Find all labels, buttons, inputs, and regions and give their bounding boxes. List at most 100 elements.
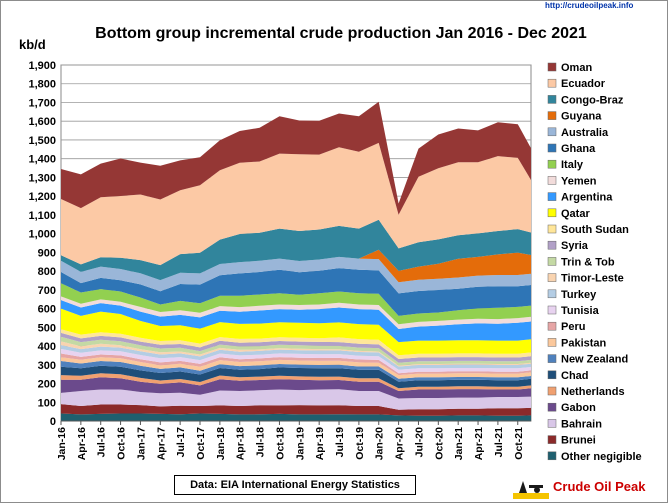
legend-label: South Sudan (561, 224, 629, 236)
legend-label: Brunei (561, 435, 596, 447)
x-tick-label: Jan-19 (294, 427, 306, 460)
legend-swatch (547, 176, 557, 185)
legend-label: Oman (561, 62, 592, 74)
y-tick-label: 1,700 (28, 97, 56, 109)
legend-label: Congo-Braz (561, 94, 624, 106)
y-tick-label: 1,400 (28, 154, 56, 166)
area-congo-braz (61, 219, 531, 281)
area-trin-tob (61, 336, 531, 366)
y-tick-label: 500 (38, 322, 56, 334)
y-tick-label: 1,200 (28, 191, 56, 203)
legend-label: Ghana (561, 143, 596, 155)
legend-swatch (547, 127, 557, 137)
y-tick-label: 100 (38, 397, 56, 409)
legend-swatch (547, 208, 557, 218)
legend-label: Yemen (561, 175, 597, 187)
legend-swatch (547, 451, 557, 461)
area-timor-leste (61, 341, 531, 367)
area-turkey (61, 345, 531, 370)
x-tick-label: Jan-18 (215, 427, 227, 460)
legend-swatch (547, 354, 557, 363)
legend-swatch (547, 192, 557, 201)
area-argentina (61, 300, 531, 343)
legend-swatch (547, 62, 557, 72)
legend-label: Peru (561, 321, 585, 333)
legend-label: Qatar (561, 208, 590, 220)
brand-url: http://crudeoilpeak.info (545, 1, 634, 10)
area-italy (61, 283, 531, 325)
legend-label: Trin & Tob (561, 256, 615, 268)
area-chad (61, 365, 531, 389)
legend-label: Italy (561, 159, 584, 171)
area-syria (61, 332, 531, 363)
legend-label: New Zealand (561, 354, 628, 366)
x-tick-label: Jul-18 (255, 427, 267, 458)
x-tick-label: Oct-19 (354, 427, 366, 460)
y-tick-label: 1,900 (28, 60, 56, 72)
legend-swatch (547, 78, 557, 88)
y-tick-label: 700 (38, 285, 56, 297)
x-tick-label: Jan-21 (453, 427, 465, 460)
area-oman (61, 101, 531, 215)
area-netherlands (61, 373, 531, 391)
legend-label: Timor-Leste (561, 273, 624, 285)
legend-swatch (547, 386, 557, 396)
area-ghana (61, 268, 531, 316)
area-ecuador (61, 142, 531, 266)
area-gabon (61, 377, 531, 399)
legend-swatch (547, 224, 557, 234)
oil-pump-logo-icon (513, 481, 549, 499)
area-tunisia (61, 348, 531, 374)
y-tick-label: 1,300 (28, 172, 56, 184)
area-brunei (61, 404, 531, 416)
legend-swatch (547, 338, 557, 347)
legend-label: Chad (561, 370, 589, 382)
area-australia (61, 256, 531, 294)
y-tick-label: 400 (38, 341, 56, 353)
x-tick-label: Jul-16 (96, 427, 108, 458)
area-qatar (61, 308, 531, 356)
y-tick-label: 200 (38, 379, 56, 391)
y-tick-label: 1,000 (28, 229, 56, 241)
legend-label: Pakistan (561, 337, 607, 349)
x-tick-label: Apr-20 (394, 427, 406, 460)
area-peru (61, 353, 531, 376)
x-tick-label: Oct-16 (116, 427, 128, 460)
x-tick-label: Oct-20 (433, 427, 445, 460)
area-other-negigible (61, 413, 531, 421)
legend-label: Syria (561, 240, 589, 252)
y-tick-label: 1,100 (28, 210, 56, 222)
x-tick-label: Jan-17 (135, 427, 147, 460)
brand-block: Crude Oil Peak (513, 469, 663, 499)
x-tick-label: Jan-16 (56, 427, 68, 460)
legend-swatch (547, 240, 557, 250)
x-tick-label: Apr-16 (76, 427, 88, 460)
x-tick-label: Oct-21 (513, 427, 525, 460)
legend-swatch (547, 111, 557, 120)
legend-label: Gabon (561, 402, 596, 414)
x-tick-label: Jan-20 (374, 427, 386, 460)
x-tick-label: Jul-21 (493, 427, 505, 458)
x-tick-label: Oct-17 (195, 427, 207, 460)
y-tick-label: 300 (38, 360, 56, 372)
legend-swatch (547, 419, 557, 428)
x-tick-label: Jul-19 (334, 427, 346, 458)
legend-swatch (547, 289, 557, 299)
area-south-sudan (61, 329, 531, 359)
legend-label: Guyana (561, 111, 602, 123)
legend-swatch (547, 257, 557, 266)
y-tick-label: 800 (38, 266, 56, 278)
legend-label: Ecuador (561, 78, 606, 90)
x-tick-label: Oct-18 (274, 427, 286, 460)
legend-swatch (547, 273, 557, 282)
area-new-zealand (61, 361, 531, 382)
y-tick-label: 900 (38, 247, 56, 259)
x-tick-label: Apr-17 (155, 427, 167, 460)
legend-swatch (547, 370, 557, 380)
area-yemen (61, 296, 531, 329)
legend-swatch (547, 321, 557, 331)
area-guyana (61, 249, 531, 283)
legend-label: Bahrain (561, 418, 602, 430)
legend-swatch (547, 402, 557, 412)
